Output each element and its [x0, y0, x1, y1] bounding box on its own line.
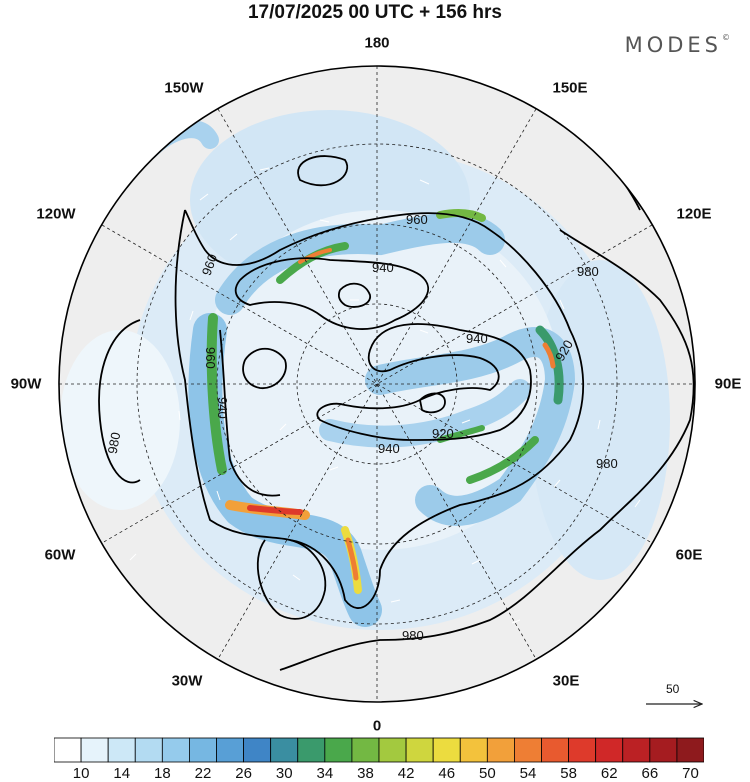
contour-label: 940: [372, 260, 394, 275]
colorbar-swatch: [189, 737, 217, 763]
contour-label: 940: [466, 331, 488, 346]
colorbar-swatch: [486, 737, 515, 763]
colorbar-swatch: [405, 737, 434, 763]
colorbar-swatch: [54, 737, 82, 763]
colorbar-swatch: [243, 737, 272, 763]
colorbar-swatch: [568, 737, 597, 763]
colorbar-swatch: [270, 737, 299, 763]
brand-text: MODES: [624, 33, 722, 57]
colorbar-swatch: [378, 737, 407, 763]
contour-label: 980: [577, 264, 599, 279]
lon-label-150w: 150W: [164, 79, 204, 97]
contour-label: 960: [203, 347, 218, 369]
reference-vector-label: 50: [666, 682, 680, 696]
colorbar-tick-label: 10: [72, 765, 90, 782]
lon-label-150e: 150E: [552, 79, 588, 97]
contour-label: 920: [432, 426, 454, 441]
colorbar-swatch: [432, 737, 461, 763]
contour-label: 980: [105, 431, 124, 455]
colorbar-tick-label: 22: [194, 765, 212, 782]
lon-label-120w: 120W: [36, 205, 76, 223]
lon-label-90w: 90W: [10, 375, 42, 393]
contour-label: 940: [378, 441, 400, 456]
colorbar-swatch: [514, 737, 542, 763]
colorbar-swatch: [676, 737, 704, 763]
colorbar-tick-label: 66: [641, 765, 659, 782]
colorbar-tick-label: 62: [600, 765, 618, 782]
colorbar-tick-label: 30: [275, 765, 293, 782]
colorbar-swatch: [297, 737, 326, 763]
colorbar-tick-label: 18: [153, 765, 171, 782]
colorbar-swatch: [649, 737, 678, 763]
lon-label-0: 0: [372, 717, 382, 735]
colorbar-swatch: [324, 737, 353, 763]
colorbar-tick-label: 42: [397, 765, 415, 782]
colorbar-swatch: [595, 737, 624, 763]
colorbar-tick-label: 26: [235, 765, 252, 782]
colorbar-swatch: [459, 737, 488, 763]
lon-label-90e: 90E: [714, 375, 742, 393]
colorbar-swatch: [80, 737, 109, 763]
colorbar-tick-label: 14: [113, 765, 131, 782]
colorbar-swatch: [351, 737, 380, 763]
map-title: 17/07/2025 00 UTC + 156 hrs: [247, 2, 503, 23]
colorbar-swatch: [541, 737, 569, 763]
colorbar-tick-label: 50: [478, 765, 496, 782]
colorbar-tick-label: 38: [357, 765, 374, 782]
lon-label-180: 180: [364, 34, 390, 52]
lon-label-60w: 60W: [44, 546, 76, 564]
colorbar: [54, 737, 704, 763]
colorbar-tick-label: 34: [316, 765, 334, 782]
modes-logo: MODES©: [624, 33, 730, 57]
colorbar-swatch: [134, 737, 163, 763]
contour-label: 960: [406, 212, 428, 227]
lon-label-120e: 120E: [676, 205, 712, 223]
colorbar-tick-label: 54: [519, 765, 537, 782]
lon-label-30e: 30E: [552, 672, 580, 690]
contour-label: 980: [596, 456, 618, 471]
lon-label-60e: 60E: [675, 546, 703, 564]
colorbar-swatch: [216, 737, 244, 763]
colorbar-swatch: [107, 737, 136, 763]
contour-label: 940: [215, 397, 230, 419]
wind-vectors: [129, 167, 641, 624]
contour-label: 960: [199, 252, 221, 278]
colorbar-tick-label: 46: [438, 765, 456, 782]
colorbar-tick-label: 70: [682, 765, 699, 782]
colorbar-swatch: [161, 737, 190, 763]
colorbar-swatch: [622, 737, 651, 763]
graticule: [59, 66, 695, 702]
contour-label: 980: [402, 628, 424, 643]
colorbar-tick-label: 58: [560, 765, 577, 782]
lon-label-30w: 30W: [171, 672, 203, 690]
